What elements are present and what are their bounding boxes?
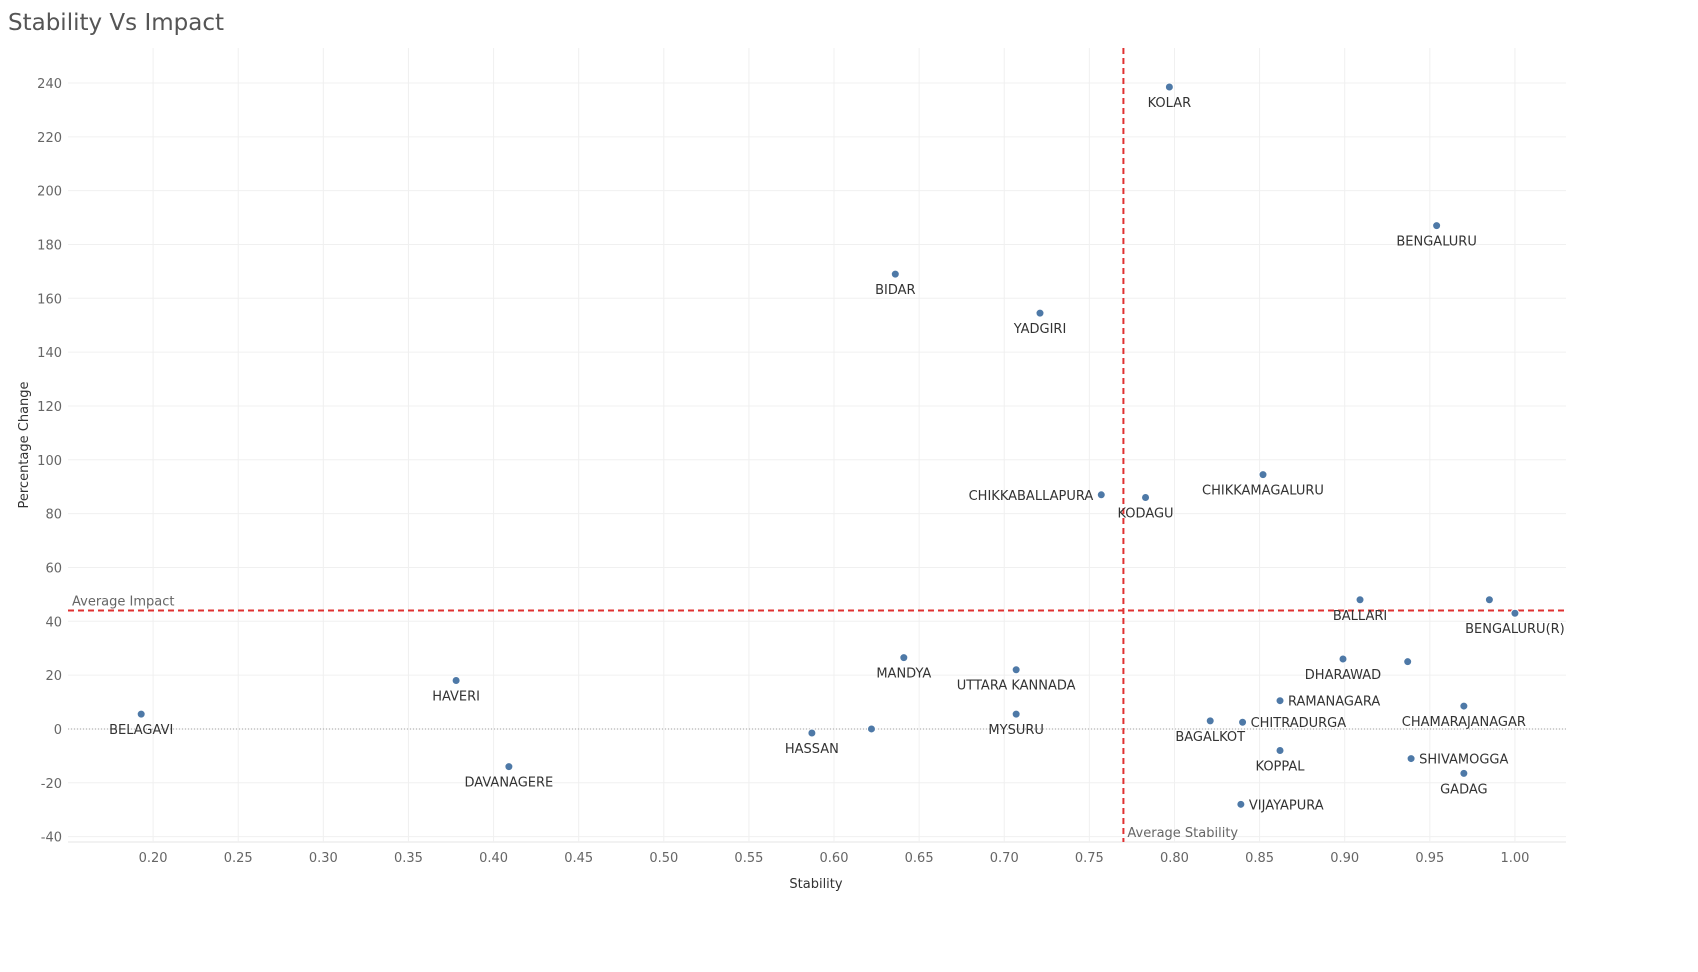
point-label: CHITRADURGA bbox=[1251, 716, 1347, 731]
x-tick-label: 0.55 bbox=[734, 851, 763, 866]
data-point[interactable] bbox=[1011, 709, 1021, 719]
point-label: UTTARA KANNADA bbox=[957, 679, 1076, 694]
x-tick-label: 0.75 bbox=[1075, 851, 1104, 866]
point-label: BIDAR bbox=[875, 283, 915, 298]
y-tick-label: 100 bbox=[37, 454, 62, 469]
data-point[interactable] bbox=[1459, 768, 1469, 778]
point-label: MYSURU bbox=[988, 723, 1043, 738]
y-tick-label: -20 bbox=[41, 777, 62, 792]
point-label: DHARAWAD bbox=[1305, 668, 1381, 683]
chart-title: Stability Vs Impact bbox=[8, 10, 224, 36]
y-tick-label: 20 bbox=[45, 669, 62, 684]
data-point[interactable] bbox=[1275, 696, 1285, 706]
point-label: KOLAR bbox=[1148, 96, 1192, 111]
data-point[interactable] bbox=[1164, 82, 1174, 92]
data-point[interactable] bbox=[1403, 657, 1413, 667]
data-point[interactable] bbox=[1275, 745, 1285, 755]
point-label: HASSAN bbox=[785, 742, 839, 757]
x-tick-label: 0.70 bbox=[990, 851, 1019, 866]
x-tick-label: 0.40 bbox=[479, 851, 508, 866]
data-point[interactable] bbox=[1355, 595, 1365, 605]
data-point[interactable] bbox=[1096, 490, 1106, 500]
x-tick-label: 0.35 bbox=[394, 851, 423, 866]
x-tick-label: 0.20 bbox=[139, 851, 168, 866]
x-tick-label: 0.65 bbox=[905, 851, 934, 866]
data-point[interactable] bbox=[1205, 716, 1215, 726]
point-label: HAVERI bbox=[432, 690, 480, 705]
y-tick-label: 180 bbox=[37, 238, 62, 253]
x-tick-label: 0.60 bbox=[820, 851, 849, 866]
point-label: MANDYA bbox=[876, 667, 931, 682]
data-point[interactable] bbox=[451, 676, 461, 686]
y-tick-label: 120 bbox=[37, 400, 62, 415]
data-point[interactable] bbox=[1432, 221, 1442, 231]
data-point[interactable] bbox=[807, 728, 817, 738]
axis-layer: 0.20 0.25 0.30 0.35 0.40 0.45 0.50 0.55 0.60 0.65… bbox=[37, 77, 1529, 866]
x-tick-label: 0.85 bbox=[1245, 851, 1274, 866]
y-tick-label: 0 bbox=[54, 723, 62, 738]
data-point[interactable] bbox=[890, 269, 900, 279]
point-label: VIJAYAPURA bbox=[1249, 798, 1324, 813]
y-tick-label: 60 bbox=[45, 561, 62, 576]
x-tick-label: 0.80 bbox=[1160, 851, 1189, 866]
x-tick-label: 0.25 bbox=[224, 851, 253, 866]
point-label: BENGALURU bbox=[1396, 235, 1476, 250]
point-label: DAVANAGERE bbox=[465, 776, 554, 791]
data-point[interactable] bbox=[1510, 608, 1520, 618]
y-tick-label: 160 bbox=[37, 292, 62, 307]
data-point[interactable] bbox=[504, 762, 514, 772]
x-tick-label: 0.30 bbox=[309, 851, 338, 866]
y-tick-label: -40 bbox=[41, 831, 62, 846]
y-tick-label: 200 bbox=[37, 185, 62, 200]
data-point[interactable] bbox=[1238, 717, 1248, 727]
point-label: GADAG bbox=[1440, 782, 1488, 797]
point-label: BELAGAVI bbox=[109, 723, 173, 738]
data-point[interactable] bbox=[1141, 492, 1151, 502]
data-point[interactable] bbox=[1236, 799, 1246, 809]
data-point[interactable] bbox=[1459, 701, 1469, 711]
point-label: BALLARI bbox=[1333, 609, 1387, 624]
x-tick-label: 0.90 bbox=[1330, 851, 1359, 866]
data-point[interactable] bbox=[1035, 308, 1045, 318]
x-axis-title: Stability bbox=[789, 877, 843, 892]
point-label: CHIKKAMAGALURU bbox=[1202, 484, 1324, 499]
points-layer bbox=[136, 82, 1520, 809]
average-stability-label: Average Stability bbox=[1127, 826, 1238, 841]
point-label: CHIKKABALLAPURA bbox=[969, 489, 1094, 504]
point-label: BAGALKOT bbox=[1175, 730, 1245, 745]
point-label: RAMANAGARA bbox=[1288, 695, 1380, 710]
y-tick-label: 240 bbox=[37, 77, 62, 92]
y-axis-title: Percentage Change bbox=[17, 381, 32, 508]
data-point[interactable] bbox=[866, 724, 876, 734]
x-tick-label: 0.45 bbox=[564, 851, 593, 866]
point-label: KOPPAL bbox=[1256, 759, 1306, 774]
average-impact-label: Average Impact bbox=[72, 595, 174, 610]
data-point[interactable] bbox=[899, 653, 909, 663]
point-label: YADGIRI bbox=[1013, 322, 1067, 337]
y-tick-label: 80 bbox=[45, 508, 62, 523]
point-label: CHAMARAJANAGAR bbox=[1402, 715, 1526, 730]
data-point[interactable] bbox=[1338, 654, 1348, 664]
data-point[interactable] bbox=[1484, 595, 1494, 605]
reference-lines: Average Stability Average Impact bbox=[68, 48, 1566, 842]
data-point[interactable] bbox=[1258, 470, 1268, 480]
point-labels-layer: KOLAR BENGALURU BIDAR YADGIRI CHIKKAMAGALURU… bbox=[109, 96, 1565, 813]
point-label: BENGALURU(R) bbox=[1465, 622, 1565, 637]
y-tick-label: 140 bbox=[37, 346, 62, 361]
data-point[interactable] bbox=[1406, 754, 1416, 764]
data-point[interactable] bbox=[1011, 665, 1021, 675]
data-point[interactable] bbox=[136, 709, 146, 719]
y-tick-label: 40 bbox=[45, 615, 62, 630]
x-tick-label: 1.00 bbox=[1500, 851, 1529, 866]
x-tick-label: 0.95 bbox=[1415, 851, 1444, 866]
y-tick-label: 220 bbox=[37, 131, 62, 146]
grid-layer bbox=[68, 48, 1566, 843]
point-label: KODAGU bbox=[1117, 506, 1173, 521]
x-tick-label: 0.50 bbox=[649, 851, 678, 866]
point-label: SHIVAMOGGA bbox=[1419, 753, 1508, 768]
